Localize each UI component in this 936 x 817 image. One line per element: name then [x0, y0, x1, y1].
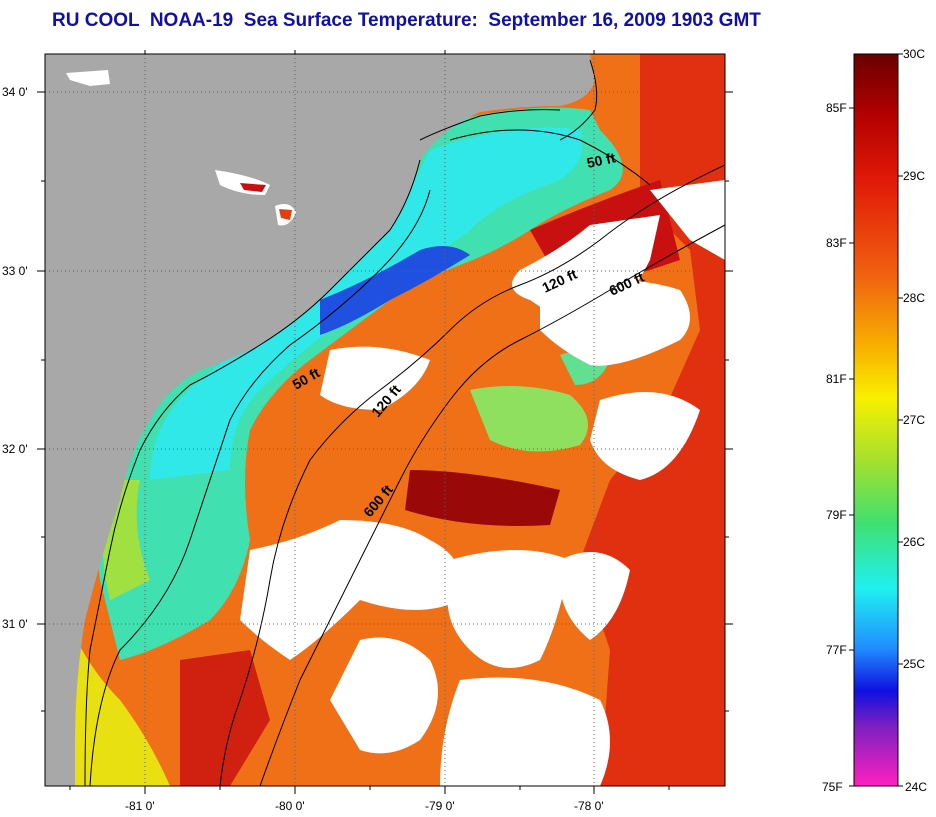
isobath-50ft	[89, 129, 651, 786]
colorbar-celsius-label: 28C	[903, 291, 926, 305]
map-frame	[44, 53, 726, 787]
shelf-cool-water	[96, 107, 623, 660]
lat-tick-label: 32 0'	[2, 442, 28, 456]
colorbar-celsius-label: 26C	[903, 535, 926, 549]
contour-label-50ft-north: 50 ft	[585, 149, 617, 171]
axis-ticks	[37, 50, 733, 794]
lat-tick-label: 33 0'	[2, 264, 28, 278]
colorbar-fahrenheit-label: 79F	[826, 508, 847, 522]
lat-tick-label: 31 0'	[2, 617, 28, 631]
colorbar-celsius-label: 29C	[903, 169, 926, 183]
map-title: RU COOL NOAA-19 Sea Surface Temperature:…	[52, 10, 761, 31]
lon-tick-label: -78 0'	[574, 799, 604, 813]
colorbar-celsius-label: 25C	[903, 657, 926, 671]
lon-tick-label: -80 0'	[275, 799, 305, 813]
colorbar-fahrenheit-label: 85F	[826, 101, 847, 115]
colorbar-fahrenheit-label: 77F	[826, 643, 847, 657]
isobath-120ft	[219, 164, 725, 786]
isobath-600ft	[259, 224, 725, 786]
lon-tick-label: -79 0'	[425, 799, 455, 813]
gulf-stream-core	[405, 470, 560, 526]
lat-tick-label: 34 0'	[2, 85, 28, 99]
colorbar-celsius-label: 27C	[903, 413, 926, 427]
colorbar-celsius-label: 24C	[905, 780, 928, 794]
colorbar-fahrenheit-label: 75F	[822, 780, 843, 794]
colorbar-fahrenheit-label: 81F	[826, 372, 847, 386]
lon-tick-label: -81 0'	[125, 799, 155, 813]
colorbar-fahrenheit-label: 83F	[826, 236, 847, 250]
cloud-mask	[650, 180, 725, 260]
graticule	[45, 54, 725, 786]
colorbar-celsius-label: 30C	[903, 47, 926, 61]
land-carolina-georgia	[45, 54, 595, 786]
colorbar	[853, 53, 899, 787]
